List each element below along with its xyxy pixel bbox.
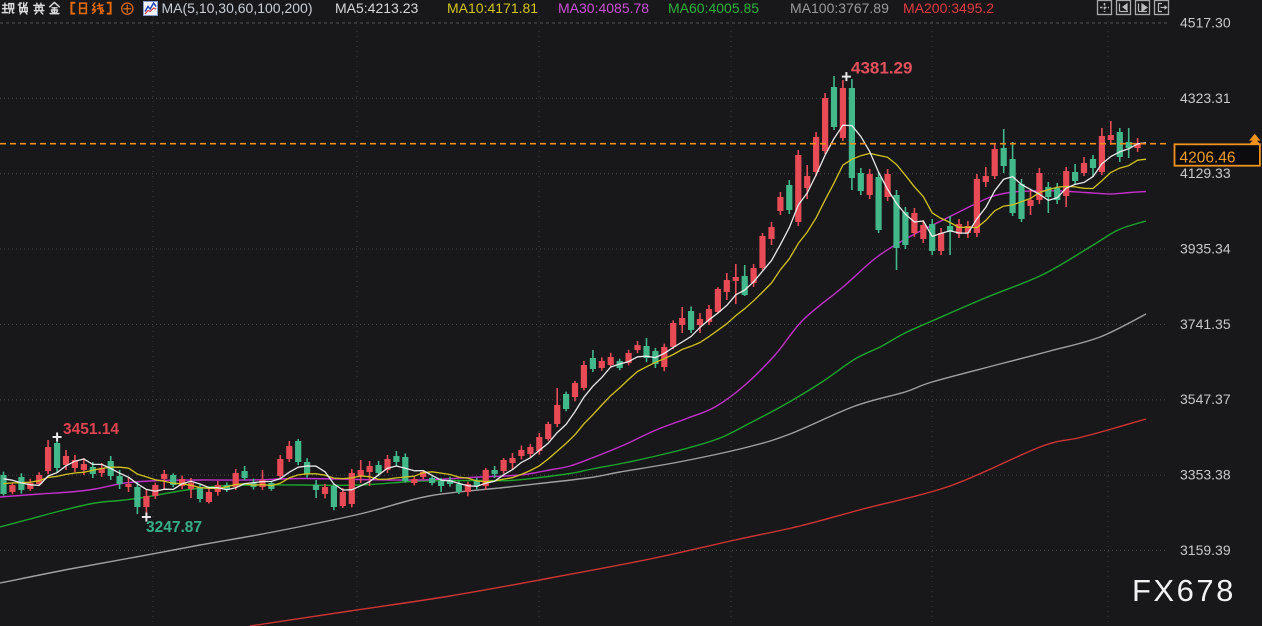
svg-text:4323.31: 4323.31 bbox=[1180, 90, 1231, 106]
svg-text:MA(5,10,30,60,100,200): MA(5,10,30,60,100,200) bbox=[162, 0, 313, 16]
svg-text:FX678: FX678 bbox=[1132, 573, 1236, 608]
svg-text:3247.87: 3247.87 bbox=[146, 519, 202, 536]
svg-text:3159.39: 3159.39 bbox=[1180, 542, 1231, 558]
svg-text:3547.37: 3547.37 bbox=[1180, 391, 1231, 407]
svg-text:MA5:4213.23: MA5:4213.23 bbox=[335, 0, 418, 16]
svg-text:3741.35: 3741.35 bbox=[1180, 316, 1231, 332]
svg-text:MA100:3767.89: MA100:3767.89 bbox=[790, 0, 889, 16]
svg-text:MA10:4171.81: MA10:4171.81 bbox=[447, 0, 538, 16]
svg-text:MA200:3495.2: MA200:3495.2 bbox=[903, 0, 994, 16]
svg-text:4517.30: 4517.30 bbox=[1180, 15, 1231, 31]
svg-text:3935.34: 3935.34 bbox=[1180, 241, 1231, 257]
svg-text:MA30:4085.78: MA30:4085.78 bbox=[558, 0, 649, 16]
svg-text:3451.14: 3451.14 bbox=[63, 421, 119, 438]
svg-text:4381.29: 4381.29 bbox=[851, 59, 912, 78]
svg-text:4206.46: 4206.46 bbox=[1180, 150, 1236, 167]
svg-text:4129.33: 4129.33 bbox=[1180, 165, 1231, 181]
svg-text:MA60:4005.85: MA60:4005.85 bbox=[668, 0, 759, 16]
svg-text:3353.38: 3353.38 bbox=[1180, 467, 1231, 483]
